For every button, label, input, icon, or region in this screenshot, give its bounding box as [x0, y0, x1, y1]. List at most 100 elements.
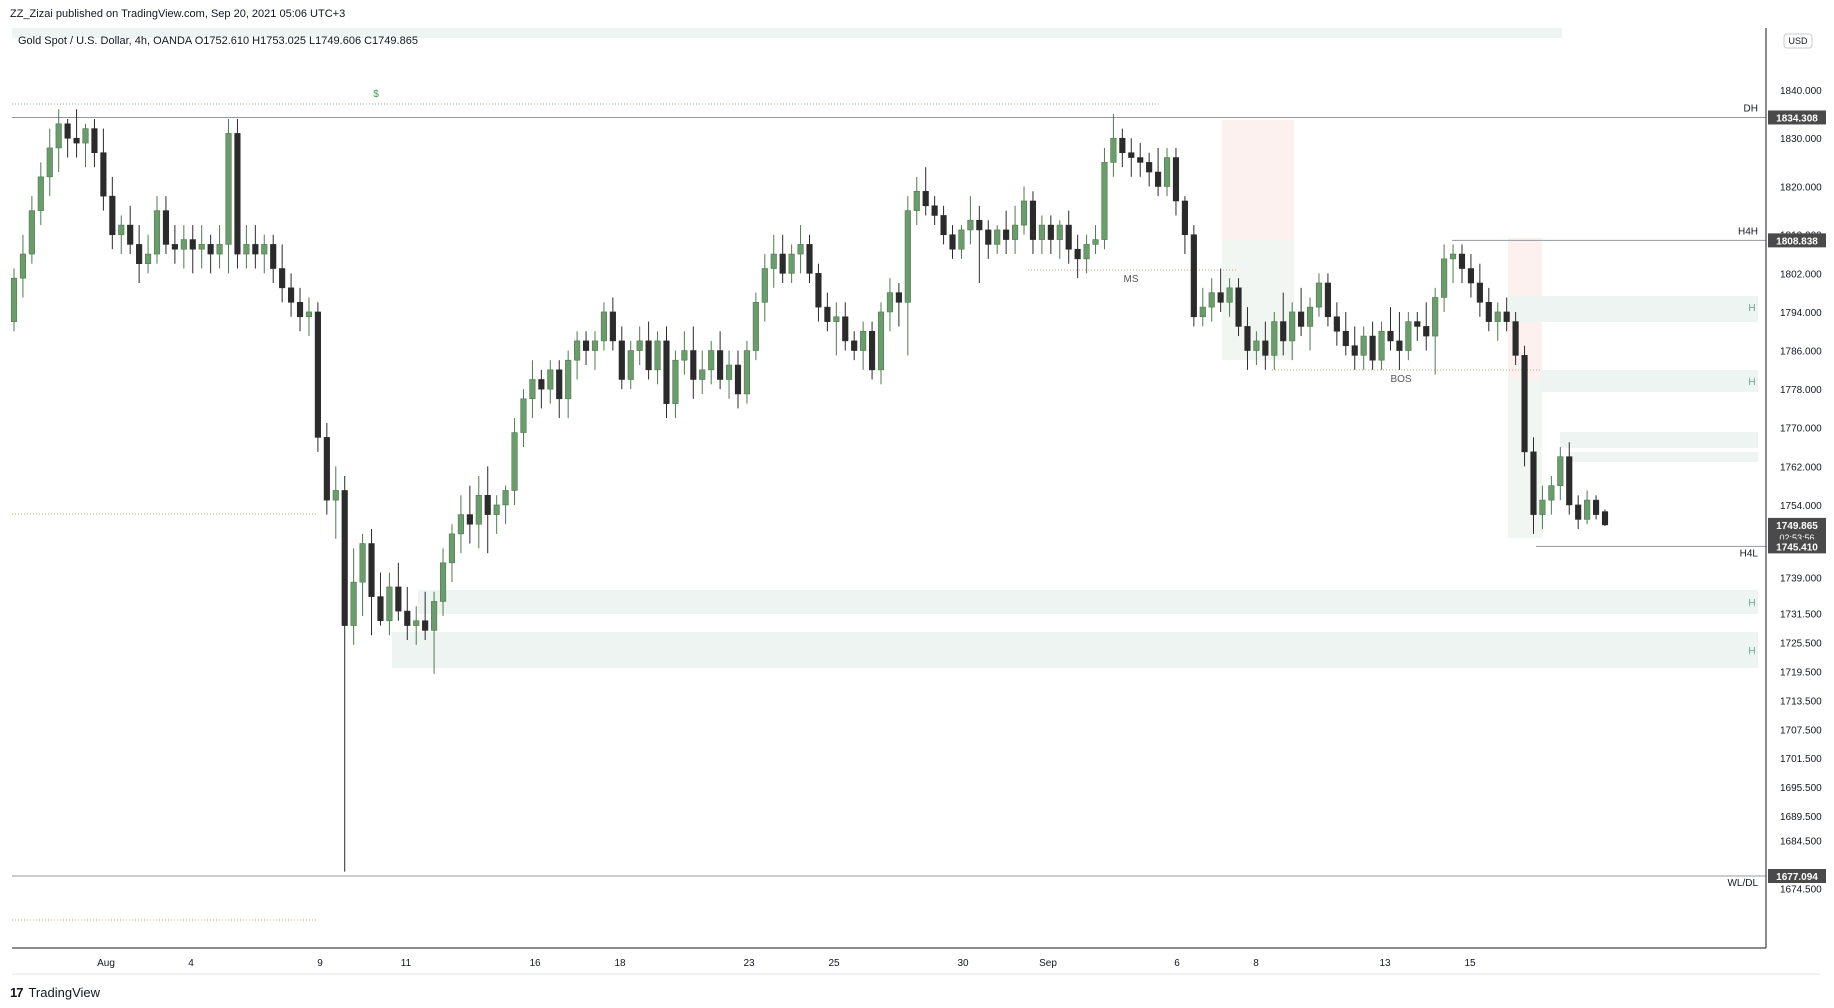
annotation-label: H [1748, 303, 1755, 314]
candle [64, 118, 71, 158]
candle-body [493, 504, 500, 515]
candle-body [940, 215, 947, 236]
candle [1146, 152, 1153, 187]
candle [502, 485, 509, 525]
candle-body [1012, 224, 1019, 240]
candle-body [279, 268, 286, 289]
candle [1449, 244, 1457, 283]
x-tick-label: 6 [1174, 958, 1180, 969]
candle-body [922, 191, 929, 207]
level-label: DH [1744, 103, 1758, 114]
candle [681, 331, 688, 375]
candle [55, 109, 62, 173]
y-tick-label: 1719.500 [1780, 667, 1822, 678]
candle-body [958, 229, 965, 250]
candle [37, 162, 44, 226]
candle [109, 176, 116, 250]
candle [1003, 210, 1010, 255]
x-tick-label: 13 [1379, 958, 1391, 969]
candle-body [368, 543, 375, 597]
candle-body [136, 244, 143, 264]
candle-body [1163, 157, 1171, 187]
candle-body [779, 253, 786, 274]
candle-body [1566, 456, 1573, 506]
candle-body [1235, 287, 1242, 327]
candle-body [439, 562, 447, 602]
y-tick-label: 1762.000 [1780, 462, 1822, 473]
candle [797, 225, 804, 274]
annotations-layer: $ MS BOS H H H H [373, 89, 1755, 657]
candle [422, 591, 429, 641]
candle [967, 196, 974, 245]
candle-body [1074, 248, 1081, 260]
candle-body [681, 350, 688, 361]
candle-body [1369, 335, 1376, 361]
candle [565, 350, 572, 419]
candle-body [582, 340, 590, 351]
candle [323, 422, 330, 515]
candle-body [288, 287, 295, 303]
candle [547, 360, 554, 404]
candle [1208, 278, 1215, 322]
candle [1128, 138, 1135, 177]
candle-body [886, 292, 894, 313]
candle-body [627, 350, 634, 380]
candle-body [216, 244, 223, 255]
candle-body [225, 133, 232, 245]
candle-body [100, 152, 107, 197]
candle [654, 331, 661, 385]
candle-body [1601, 511, 1609, 526]
candle [690, 326, 697, 399]
candle [851, 331, 858, 361]
candle-body [1512, 321, 1519, 356]
candle [699, 350, 706, 394]
candle [913, 176, 920, 226]
candle-body [1208, 292, 1215, 308]
candle-body [296, 301, 304, 318]
candle-body [1315, 282, 1323, 308]
candle [431, 591, 438, 674]
x-tick-label: 23 [743, 958, 755, 969]
candle-body [1038, 224, 1045, 240]
candle-body [868, 330, 876, 371]
candle [404, 586, 411, 641]
price-label: 1808.838 H4H [1738, 226, 1826, 248]
candle [493, 495, 500, 534]
candle-body [994, 229, 1001, 245]
currency-badge[interactable]: USD [1783, 33, 1813, 49]
candle-body [1387, 330, 1394, 342]
candle [1137, 143, 1144, 177]
annotation-label: H [1748, 646, 1755, 657]
candle [1378, 321, 1385, 370]
y-tick-label: 1786.000 [1780, 347, 1822, 358]
level-label: WL/DL [1727, 878, 1758, 889]
candle-body [1110, 137, 1117, 163]
candle [868, 321, 876, 380]
candle-body [591, 340, 599, 351]
candle-body [1342, 330, 1349, 347]
candle-body [708, 350, 715, 371]
y-tick-label: 1713.500 [1780, 696, 1822, 707]
candle [350, 548, 357, 645]
candle-body [547, 369, 554, 390]
tradingview-logo[interactable]: 17 TradingView [10, 985, 100, 1000]
candle [1226, 278, 1233, 317]
candle [439, 548, 447, 616]
candle [100, 128, 107, 211]
candle-body [1360, 335, 1367, 356]
candle-body [645, 340, 652, 371]
candle [788, 244, 795, 283]
candle [171, 225, 178, 264]
candle-body [37, 176, 44, 211]
candle-body [82, 128, 89, 144]
candle-body [1405, 321, 1412, 351]
candle-body [1181, 200, 1188, 236]
y-tick-label: 1840.000 [1780, 86, 1822, 97]
candle-body [1458, 253, 1466, 269]
candle-body [1199, 306, 1206, 318]
candle [1199, 287, 1206, 327]
candle-body [55, 123, 62, 149]
x-tick-label: 25 [828, 958, 840, 969]
candle-body [511, 432, 518, 491]
